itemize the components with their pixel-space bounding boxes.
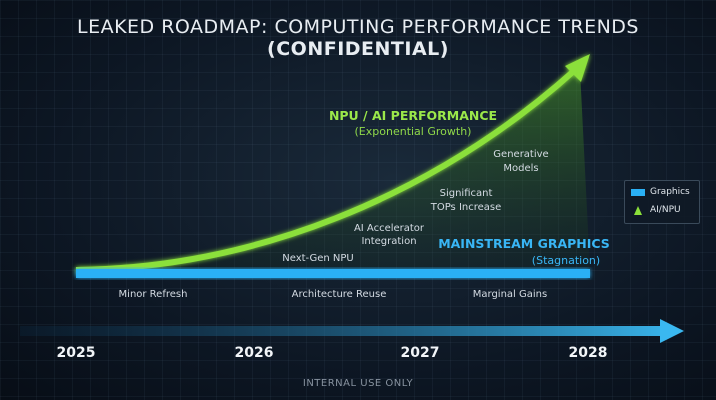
ai-annotation: AI Accelerator [354, 223, 425, 234]
legend-label: AI/NPU [650, 205, 681, 215]
graphics-series-subtitle: (Stagnation) [532, 254, 600, 267]
x-tick-label: 2027 [401, 345, 440, 361]
legend-item-graphics: Graphics [631, 187, 690, 197]
ai-annotation: Integration [361, 236, 416, 247]
ai-annotations: Next-Gen NPU AI Accelerator Integration … [282, 149, 548, 264]
arrow-up-icon [634, 205, 642, 215]
graphics-line [76, 269, 590, 278]
footer-text: INTERNAL USE ONLY [303, 378, 414, 389]
ai-annotation: Generative [493, 149, 548, 160]
x-tick-label: 2026 [235, 345, 274, 361]
timeline-arrow-shaft [20, 326, 660, 336]
graphics-annotation: Minor Refresh [119, 289, 188, 300]
legend-label: Graphics [650, 187, 690, 197]
ai-series-title: NPU / AI PERFORMANCE [329, 108, 497, 123]
ai-area [76, 70, 590, 270]
ai-series-subtitle: (Exponential Growth) [355, 125, 472, 138]
graphics-series-title: MAINSTREAM GRAPHICS [438, 236, 610, 251]
ai-npu-arrowhead [565, 54, 590, 82]
x-tick-label: 2025 [57, 345, 96, 361]
ai-annotation: Significant [440, 188, 493, 199]
ai-annotation: TOPs Increase [430, 202, 502, 213]
ai-annotation: Next-Gen NPU [282, 253, 354, 264]
legend-swatch-graphics [631, 188, 645, 196]
chart-title: LEAKED ROADMAP: COMPUTING PERFORMANCE TR… [76, 16, 639, 60]
ai-annotation: Models [503, 163, 538, 174]
graphics-annotation: Architecture Reuse [292, 289, 387, 300]
legend-item-ai-npu: AI/NPU [631, 205, 681, 215]
legend: Graphics AI/NPU [624, 180, 700, 224]
x-tick-label: 2028 [569, 345, 608, 361]
timeline-arrowhead [660, 319, 684, 343]
graphics-annotation: Marginal Gains [473, 289, 547, 300]
ai-npu-line [75, 67, 578, 273]
